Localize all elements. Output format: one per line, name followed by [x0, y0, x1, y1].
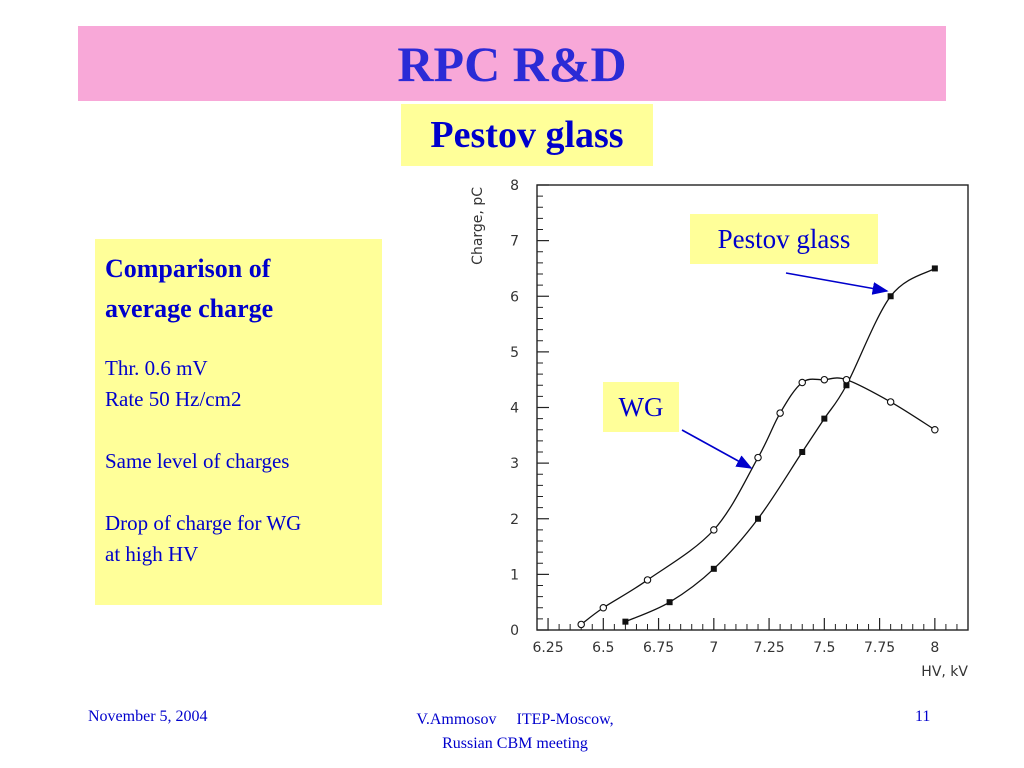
- x-tick-label: 6.5: [592, 640, 614, 656]
- data-point-wg: [798, 378, 806, 387]
- info-heading-line: average charge: [105, 294, 274, 323]
- info-gap: [105, 477, 372, 508]
- data-point-pestov-glass: [622, 618, 629, 625]
- info-line: Rate 50 Hz/cm2: [105, 387, 242, 411]
- y-tick-label: 4: [510, 401, 519, 417]
- title-bar: RPC R&D: [78, 26, 946, 101]
- callout-pestov-label: Pestov glass: [717, 223, 851, 254]
- y-tick-label: 3: [510, 456, 519, 472]
- y-tick-label: 1: [510, 567, 519, 583]
- x-tick-label: 7.75: [864, 640, 895, 656]
- y-tick-label: 2: [510, 512, 519, 528]
- data-point-wg: [599, 603, 608, 612]
- callout-pestov-glass: Pestov glass: [690, 214, 878, 264]
- y-axis-label: Charge, pC: [470, 187, 486, 265]
- y-tick-label: 6: [510, 289, 519, 305]
- data-point-pestov-glass: [843, 382, 850, 389]
- data-point-wg: [754, 453, 762, 462]
- x-tick-label: 6.25: [532, 640, 563, 656]
- info-gap: [105, 415, 372, 446]
- info-line: Drop of charge for WG: [105, 511, 302, 535]
- x-tick-label: 7.5: [813, 640, 835, 656]
- x-tick-label: 8: [930, 640, 939, 656]
- footer-date: November 5, 2004: [88, 708, 208, 725]
- info-heading-line: Comparison of: [105, 254, 271, 283]
- footer-page-number: 11: [915, 708, 931, 725]
- series-line-pestov-glass: [625, 267, 936, 623]
- data-point-wg: [931, 426, 939, 434]
- data-point-pestov-glass: [799, 449, 806, 455]
- x-tick-label: 7.25: [753, 640, 784, 656]
- data-point-wg: [710, 526, 718, 534]
- info-box: Comparison of average charge Thr. 0.6 mV…: [95, 239, 382, 605]
- info-line: at high HV: [105, 542, 199, 566]
- callout-wg-label: WG: [618, 391, 664, 422]
- data-point-pestov-glass: [710, 565, 717, 572]
- slide-subtitle: Pestov glass: [430, 114, 624, 156]
- data-point-wg: [886, 398, 895, 406]
- data-point-wg: [776, 409, 784, 417]
- y-tick-label: 5: [510, 345, 519, 361]
- charge-vs-hv-chart: 0 1 2 3 4 5 6 7 8 6.25 6.5 6.75 7 7.25 7.5 7.75 8 HV, kV C…: [470, 178, 969, 680]
- x-tick-label: 6.75: [643, 640, 674, 656]
- y-tick-label: 0: [510, 623, 519, 639]
- footer-author-line: V.Ammosov ITEP-Moscow,: [416, 711, 614, 728]
- data-point-wg: [820, 375, 829, 384]
- data-point-pestov-glass: [821, 415, 828, 422]
- data-point-wg: [577, 620, 585, 629]
- data-point-wg: [643, 576, 652, 584]
- info-line: Thr. 0.6 mV: [105, 356, 208, 380]
- data-point-pestov-glass: [755, 515, 762, 522]
- y-tick-label: 8: [510, 178, 519, 194]
- data-point-pestov-glass: [666, 599, 673, 606]
- footer-meeting-line: Russian CBM meeting: [442, 735, 588, 752]
- data-point-wg: [842, 375, 851, 384]
- series-line-wg: [580, 377, 936, 625]
- slide-title: RPC R&D: [397, 35, 627, 92]
- data-point-pestov-glass: [887, 293, 894, 300]
- data-point-pestov-glass: [931, 265, 938, 272]
- footer-author: V.Ammosov ITEP-Moscow, Russian CBM meeti…: [380, 708, 650, 756]
- callout-wg: WG: [603, 382, 679, 432]
- x-axis-label: HV, kV: [921, 664, 968, 680]
- info-heading: Comparison of average charge: [105, 249, 372, 329]
- subtitle-box: Pestov glass: [401, 104, 653, 166]
- x-tick-label: 7: [709, 640, 718, 656]
- info-line: Same level of charges: [105, 449, 290, 473]
- y-tick-label: 7: [510, 234, 519, 250]
